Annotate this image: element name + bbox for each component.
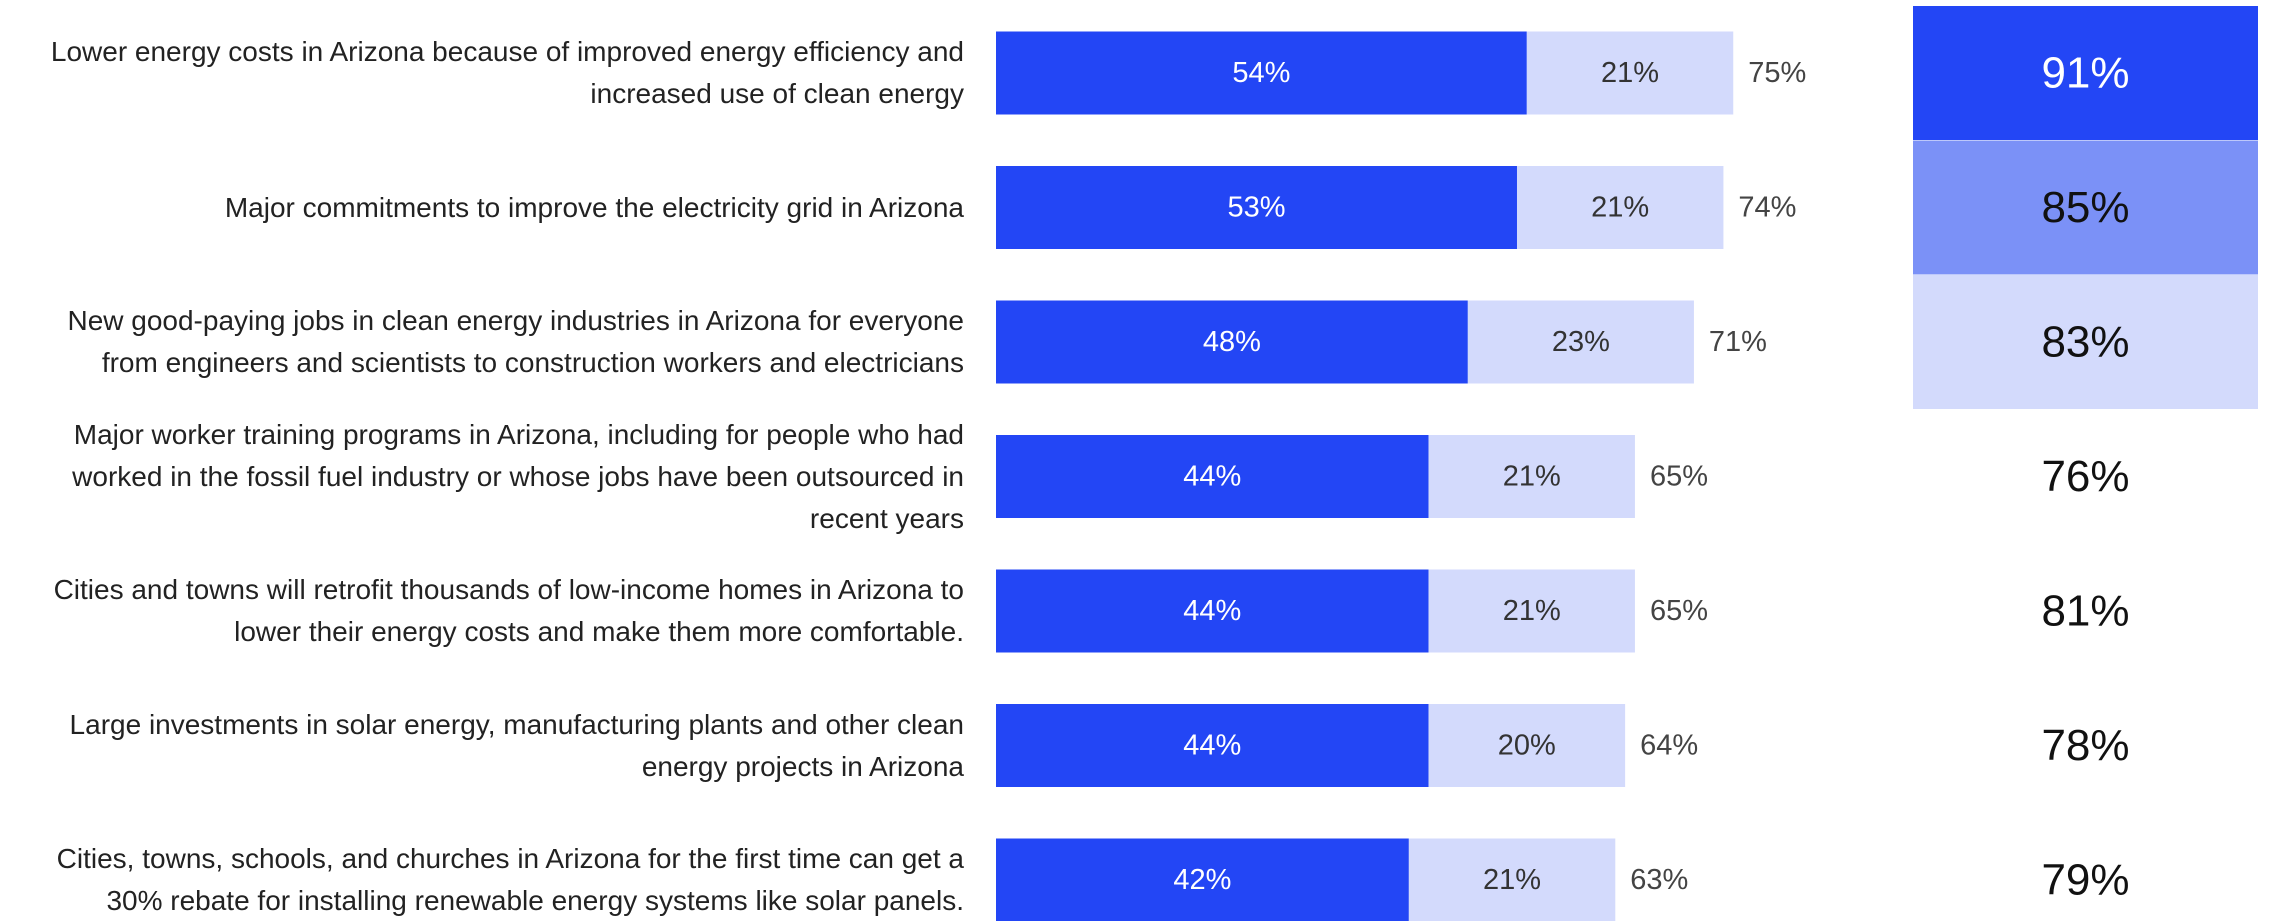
bar-label: 44% <box>1183 730 1241 762</box>
bar-segment <box>996 435 1429 518</box>
category-label: Major commitments to improve the electri… <box>224 191 964 223</box>
bar-segment <box>1526 31 1734 115</box>
total-label: 74% <box>1738 192 1796 224</box>
bar-segment <box>1408 838 1616 921</box>
total-label: 75% <box>1748 57 1806 89</box>
right-value: 81% <box>2041 587 2129 636</box>
bar-label: 21% <box>1483 864 1541 896</box>
category-label: New good-paying jobs in clean energy ind… <box>67 305 964 378</box>
bar-label: 54% <box>1232 57 1290 89</box>
bar-segment <box>996 166 1517 249</box>
total-label: 64% <box>1640 730 1698 762</box>
bar-segment <box>996 838 1409 921</box>
bar-label: 44% <box>1183 595 1241 627</box>
right-value: 83% <box>2041 318 2129 367</box>
category-label: Cities, towns, schools, and churches in … <box>56 843 964 916</box>
bar-label: 48% <box>1203 326 1261 358</box>
total-label: 65% <box>1650 595 1708 627</box>
bar-label: 44% <box>1183 461 1241 493</box>
bar-label: 23% <box>1552 326 1610 358</box>
category-label: Lower energy costs in Arizona because of… <box>50 36 964 109</box>
bar-label: 21% <box>1591 192 1649 224</box>
bar-segment <box>1428 569 1635 653</box>
right-value: 79% <box>2041 856 2129 905</box>
right-value: 91% <box>2041 49 2129 98</box>
category-label: Cities and towns will retrofit thousands… <box>53 574 964 647</box>
category-label: Large investments in solar energy, manuf… <box>69 708 964 782</box>
bar-segment <box>996 300 1468 384</box>
highlight-cell <box>1913 140 2258 275</box>
bar-segment <box>1467 300 1694 384</box>
bar-segment <box>996 569 1429 653</box>
bar-label: 21% <box>1503 461 1561 493</box>
bar-segment <box>996 31 1527 115</box>
bar-label: 42% <box>1173 864 1231 896</box>
bar-segment <box>996 704 1429 787</box>
bar-label: 21% <box>1601 57 1659 89</box>
bar-segment <box>1428 704 1626 787</box>
bar-segment <box>1516 166 1724 249</box>
total-label: 63% <box>1630 864 1688 896</box>
highlight-cell <box>1913 275 2258 409</box>
highlight-cell <box>1913 6 2258 140</box>
category-label: Major worker training programs in Arizon… <box>72 418 964 534</box>
bar-label: 53% <box>1227 192 1285 224</box>
right-value: 76% <box>2041 452 2129 501</box>
right-value: 85% <box>2041 183 2129 232</box>
bar-label: 21% <box>1503 595 1561 627</box>
total-label: 65% <box>1650 461 1708 493</box>
bar-label: 20% <box>1498 730 1556 762</box>
bar-segment <box>1428 435 1635 518</box>
total-label: 71% <box>1709 326 1767 358</box>
right-value: 78% <box>2041 721 2129 770</box>
